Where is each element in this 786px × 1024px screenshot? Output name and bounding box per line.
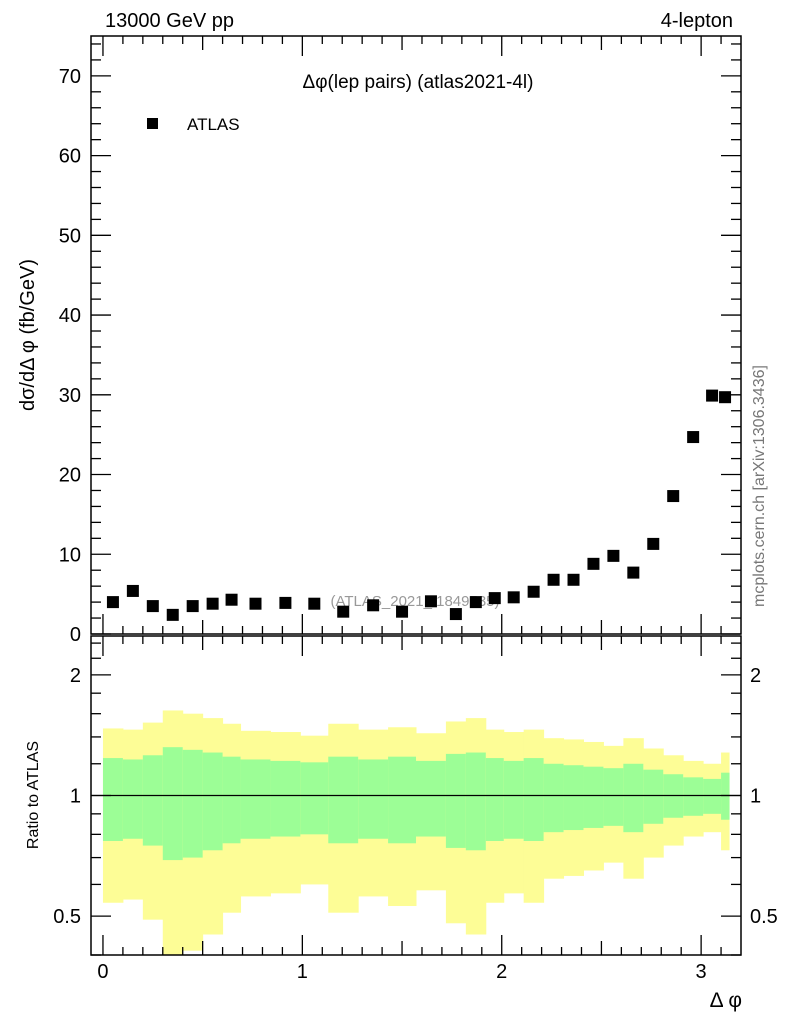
green-band-bin [445,753,467,848]
green-band-bin [358,759,389,839]
x-tick-label: 2 [496,961,507,983]
data-point [567,573,580,586]
green-band-bin [222,756,242,844]
ratio-y-axis-label: Ratio to ATLAS [25,741,42,849]
data-point [647,537,660,550]
green-band-bin [543,763,565,833]
green-band-bin [270,760,301,837]
y-tick-label: 10 [59,544,81,566]
green-band-bin [721,772,730,820]
green-band-bin [102,758,124,841]
header-process: 4-lepton [661,10,733,32]
green-band-bin [240,759,271,839]
data-point [186,600,199,613]
green-band-bin [142,755,164,846]
y-tick-label: 20 [59,465,81,487]
green-band-bin [122,759,144,839]
green-band-bin [485,758,505,841]
green-band-bin [703,778,722,814]
data-point [627,566,640,579]
data-point [396,605,409,618]
green-band-bin [643,769,664,824]
ratio-y-tick-label: 0.5 [53,906,81,928]
green-band-bin [162,747,184,861]
green-band-bin [202,752,224,851]
header-energy: 13000 GeV pp [105,10,234,32]
data-point [367,599,380,612]
data-point [279,596,292,609]
ratio-y-tick-label: 1 [70,786,81,808]
data-point [449,608,462,621]
green-band-bin [416,760,447,837]
green-band-bin [583,766,604,828]
data-point [587,557,600,570]
y-tick-label: 0 [70,624,81,646]
ratio-panel [91,710,741,955]
y-tick-label: 30 [59,385,81,407]
y-tick-label: 70 [59,66,81,88]
y-axis-label: dσ/dΔ φ (fb/GeV) [17,259,39,411]
data-point [667,490,680,503]
green-band-bin [683,777,704,816]
green-band-bin [623,763,644,833]
y-tick-label: 40 [59,305,81,327]
ratio-y-tick-label: 2 [70,665,81,687]
data-point [249,597,262,610]
data-point [206,597,219,610]
green-band-bin [503,760,525,839]
ratio-y-tick-label-right: 0.5 [750,906,778,928]
legend-marker [147,118,158,129]
data-point [424,595,437,608]
data-point [507,591,520,604]
data-point [527,585,540,598]
data-point [225,593,238,606]
data-point [607,549,620,562]
green-band-bin [388,756,417,844]
data-point [469,596,482,609]
data-point [106,596,119,609]
data-point [126,584,139,597]
green-band-bin [182,749,204,858]
green-band-bin [328,756,359,844]
x-tick-label: 0 [97,961,108,983]
plot-title: Δφ(lep pairs) (atlas2021-4l) [303,72,534,93]
green-band-bin [603,768,624,826]
data-point [488,592,501,605]
x-axis-label: Δ φ [710,989,742,1012]
legend-label-atlas: ATLAS [187,115,240,134]
ratio-y-tick-label-right: 1 [750,786,761,808]
y-tick-label: 50 [59,225,81,247]
main-frame [90,35,742,635]
green-band-bin [563,765,584,831]
x-tick-label: 1 [297,961,308,983]
ratio-y-tick-label-right: 2 [750,665,761,687]
data-point [719,391,732,404]
data-point [687,431,700,444]
data-point [166,608,179,621]
data-point [547,573,560,586]
data-point [146,600,159,613]
green-band-bin [465,752,487,851]
green-band-bin [523,758,545,841]
y-tick-label: 60 [59,146,81,168]
source-label: mcplots.cern.ch [arXiv:1306.3436] [751,365,768,607]
data-point [706,389,719,402]
data-point [308,597,321,610]
green-band-bin [300,762,329,835]
data-point [337,605,350,618]
data-markers [106,389,732,621]
x-tick-label: 3 [696,961,707,983]
